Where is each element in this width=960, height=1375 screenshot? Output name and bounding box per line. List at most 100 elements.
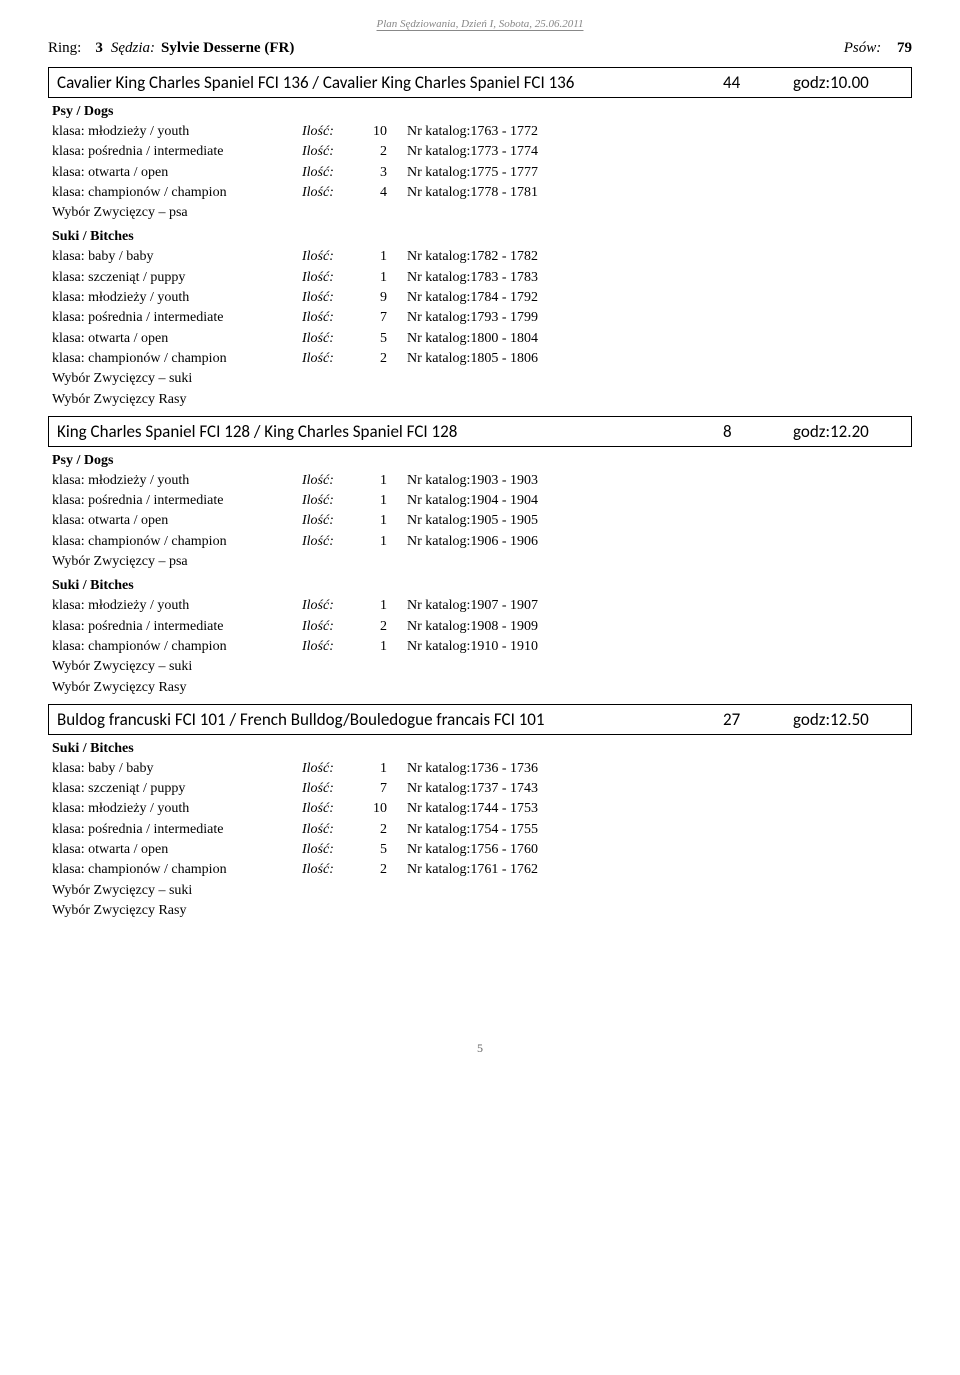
class-row: klasa: championów / championIlość:1Nr ka… <box>52 532 912 552</box>
catalog-range: Nr katalog:1907 - 1907 <box>407 596 538 616</box>
count-label: Ilość: <box>302 617 352 637</box>
class-row: klasa: pośrednia / intermediateIlość:7Nr… <box>52 308 912 328</box>
winner-selection: Wybór Zwycięzcy – suki <box>52 657 912 677</box>
catalog-range: Nr katalog:1736 - 1736 <box>407 759 538 779</box>
class-name: klasa: championów / champion <box>52 183 302 203</box>
class-row: klasa: szczeniąt / puppyIlość:7Nr katalo… <box>52 779 912 799</box>
judge-label: Sędzia: <box>111 40 155 57</box>
catalog-range: Nr katalog:1756 - 1760 <box>407 840 538 860</box>
class-row: klasa: baby / babyIlość:1Nr katalog:1736… <box>52 759 912 779</box>
class-name: klasa: pośrednia / intermediate <box>52 820 302 840</box>
catalog-range: Nr katalog:1784 - 1792 <box>407 288 538 308</box>
catalog-range: Nr katalog:1800 - 1804 <box>407 329 538 349</box>
catalog-range: Nr katalog:1778 - 1781 <box>407 183 538 203</box>
count-label: Ilość: <box>302 122 352 142</box>
count-label: Ilość: <box>302 349 352 369</box>
catalog-range: Nr katalog:1773 - 1774 <box>407 142 538 162</box>
section-label: Suki / Bitches <box>52 741 912 757</box>
breed-time: godz:12.50 <box>793 709 903 730</box>
count-value: 7 <box>352 308 407 328</box>
count-label: Ilość: <box>302 329 352 349</box>
count-value: 1 <box>352 511 407 531</box>
class-name: klasa: otwarta / open <box>52 163 302 183</box>
count-label: Ilość: <box>302 779 352 799</box>
class-row: klasa: otwarta / openIlość:1Nr katalog:1… <box>52 511 912 531</box>
class-rows: klasa: młodzieży / youthIlość:1Nr katalo… <box>52 596 912 657</box>
count-label: Ilość: <box>302 491 352 511</box>
count-value: 10 <box>352 799 407 819</box>
count-value: 2 <box>352 349 407 369</box>
winner-selection: Wybór Zwycięzcy – suki <box>52 369 912 389</box>
catalog-range: Nr katalog:1782 - 1782 <box>407 247 538 267</box>
class-name: klasa: championów / champion <box>52 860 302 880</box>
count-value: 1 <box>352 759 407 779</box>
class-name: klasa: championów / champion <box>52 637 302 657</box>
winner-selection: Wybór Zwycięzcy Rasy <box>52 390 912 410</box>
catalog-range: Nr katalog:1906 - 1906 <box>407 532 538 552</box>
breed-time: godz:10.00 <box>793 72 903 93</box>
class-rows: klasa: baby / babyIlość:1Nr katalog:1736… <box>52 759 912 881</box>
count-label: Ilość: <box>302 759 352 779</box>
section-label: Suki / Bitches <box>52 229 912 245</box>
document-header: Plan Sędziowania, Dzień I, Sobota, 25.06… <box>48 18 912 30</box>
count-value: 9 <box>352 288 407 308</box>
class-row: klasa: młodzieży / youthIlość:10Nr katal… <box>52 122 912 142</box>
count-value: 1 <box>352 637 407 657</box>
count-value: 3 <box>352 163 407 183</box>
section-label: Psy / Dogs <box>52 453 912 469</box>
count-label: Ilość: <box>302 183 352 203</box>
class-name: klasa: młodzieży / youth <box>52 471 302 491</box>
count-label: Ilość: <box>302 799 352 819</box>
class-row: klasa: championów / championIlość:2Nr ka… <box>52 349 912 369</box>
class-rows: klasa: młodzieży / youthIlość:10Nr katal… <box>52 122 912 203</box>
ring-number: 3 <box>95 40 103 57</box>
count-value: 1 <box>352 268 407 288</box>
class-name: klasa: championów / champion <box>52 532 302 552</box>
count-value: 5 <box>352 329 407 349</box>
count-label: Ilość: <box>302 637 352 657</box>
ring-line: Ring: 3 Sędzia: Sylvie Desserne (FR) Psó… <box>48 40 912 57</box>
breed-count: 8 <box>723 421 793 442</box>
class-rows: klasa: baby / babyIlość:1Nr katalog:1782… <box>52 247 912 369</box>
breed-header: Buldog francuski FCI 101 / French Bulldo… <box>48 704 912 735</box>
class-row: klasa: młodzieży / youthIlość:1Nr katalo… <box>52 471 912 491</box>
class-name: klasa: pośrednia / intermediate <box>52 491 302 511</box>
count-value: 7 <box>352 779 407 799</box>
breed-time: godz:12.20 <box>793 421 903 442</box>
breed-header: King Charles Spaniel FCI 128 / King Char… <box>48 416 912 447</box>
class-row: klasa: pośrednia / intermediateIlość:1Nr… <box>52 491 912 511</box>
catalog-range: Nr katalog:1910 - 1910 <box>407 637 538 657</box>
ring-label: Ring: <box>48 40 81 57</box>
class-name: klasa: szczeniąt / puppy <box>52 779 302 799</box>
catalog-range: Nr katalog:1763 - 1772 <box>407 122 538 142</box>
class-name: klasa: szczeniąt / puppy <box>52 268 302 288</box>
count-value: 2 <box>352 617 407 637</box>
class-name: klasa: championów / champion <box>52 349 302 369</box>
catalog-range: Nr katalog:1905 - 1905 <box>407 511 538 531</box>
count-value: 10 <box>352 122 407 142</box>
class-name: klasa: otwarta / open <box>52 329 302 349</box>
count-label: Ilość: <box>302 163 352 183</box>
dog-count-group: Psów: 79 <box>844 40 912 57</box>
class-name: klasa: baby / baby <box>52 759 302 779</box>
winner-selection: Wybór Zwycięzcy – psa <box>52 552 912 572</box>
count-value: 4 <box>352 183 407 203</box>
class-row: klasa: pośrednia / intermediateIlość:2Nr… <box>52 820 912 840</box>
class-row: klasa: pośrednia / intermediateIlość:2Nr… <box>52 142 912 162</box>
count-label: Ilość: <box>302 840 352 860</box>
count-label: Ilość: <box>302 471 352 491</box>
class-name: klasa: młodzieży / youth <box>52 596 302 616</box>
count-value: 5 <box>352 840 407 860</box>
count-label: Ilość: <box>302 308 352 328</box>
winner-selection: Wybór Zwycięzcy – suki <box>52 881 912 901</box>
count-value: 2 <box>352 820 407 840</box>
count-label: Ilość: <box>302 860 352 880</box>
class-row: klasa: championów / championIlość:1Nr ka… <box>52 637 912 657</box>
class-name: klasa: młodzieży / youth <box>52 288 302 308</box>
count-value: 2 <box>352 860 407 880</box>
count-label: Ilość: <box>302 532 352 552</box>
dog-count-value: 79 <box>897 40 912 56</box>
class-row: klasa: baby / babyIlość:1Nr katalog:1782… <box>52 247 912 267</box>
winner-selection: Wybór Zwycięzcy Rasy <box>52 901 912 921</box>
page-number: 5 <box>48 1041 912 1056</box>
